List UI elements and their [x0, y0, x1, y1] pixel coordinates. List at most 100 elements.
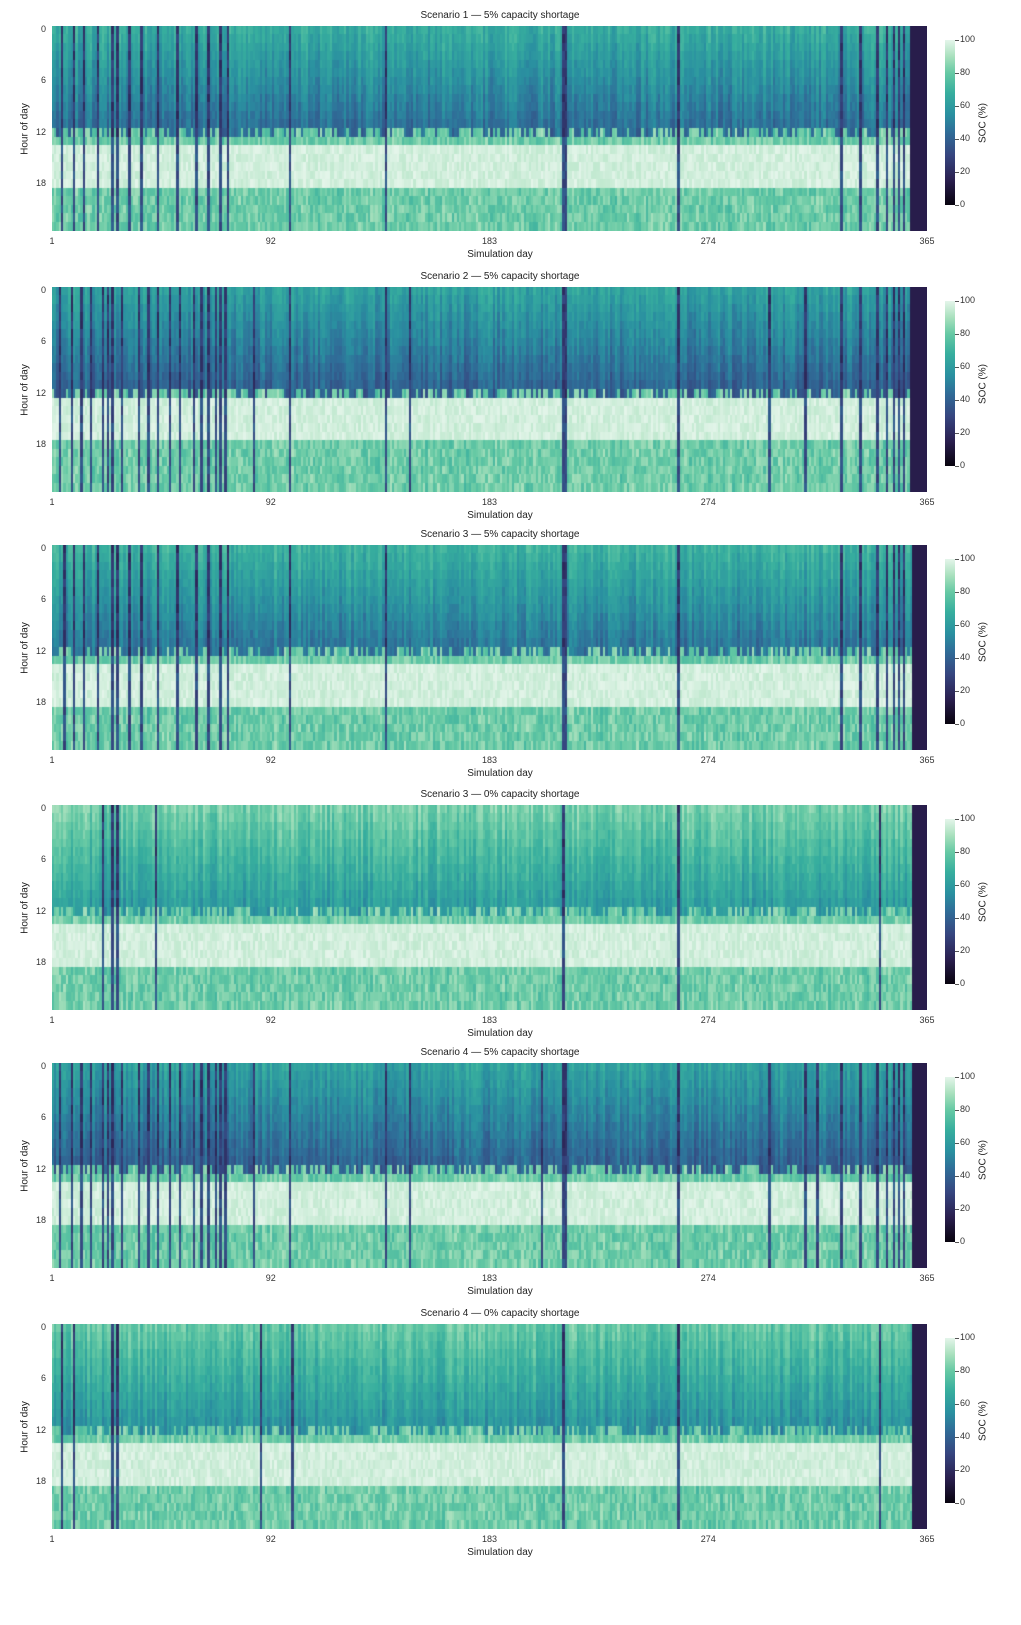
x-tick-label: 1 [49, 1273, 55, 1283]
x-tick-label: 274 [700, 755, 716, 765]
heatmap-panel: Scenario 3 — 0% capacity shortage Hour of… [0, 789, 1021, 1044]
x-tick-label: 183 [481, 1015, 498, 1025]
x-tick-label: 1 [49, 1015, 55, 1025]
heatmap-cells [52, 1324, 927, 1529]
colorbar-tick-label: 20 [954, 945, 971, 955]
x-tick-label: 92 [265, 236, 276, 246]
y-tick-label: 12 [35, 645, 46, 656]
x-tick-label: 92 [265, 1534, 276, 1544]
colorbar-tick-label: 0 [954, 978, 966, 988]
x-tick-label: 365 [919, 236, 935, 246]
x-tick-label: 92 [265, 1015, 276, 1025]
colorbar-label: SOC (%) [976, 819, 990, 984]
y-tick-label: 18 [35, 1214, 46, 1225]
heatmap-area [52, 805, 927, 1010]
y-tick-label: 12 [35, 387, 46, 398]
y-tick-label: 6 [40, 594, 46, 605]
heatmap-cells [52, 287, 927, 492]
colorbar-tick-label: 0 [954, 1236, 966, 1246]
y-tick-label: 18 [35, 177, 46, 188]
y-tick-label: 18 [35, 956, 46, 967]
colorbar-tick-label: 0 [954, 199, 966, 209]
colorbar-tick-label: 40 [954, 133, 971, 143]
heatmap-area [52, 26, 927, 231]
colorbar-tick-label: 60 [954, 879, 971, 889]
x-axis-label: Simulation day [467, 1286, 533, 1297]
y-tick-label: 6 [40, 1373, 46, 1384]
heatmap-panel: Scenario 4 — 5% capacity shortage Hour of… [0, 1047, 1021, 1302]
y-tick-label: 18 [35, 696, 46, 707]
colorbar-tick-label: 0 [954, 460, 966, 470]
chart-title: Scenario 4 — 0% capacity shortage [420, 1308, 580, 1319]
y-tick-label: 0 [40, 543, 46, 553]
y-tick-label: 6 [40, 854, 46, 865]
y-tick-label: 12 [35, 126, 46, 137]
heatmap-cells [52, 805, 927, 1010]
x-tick-label: 274 [700, 497, 716, 507]
y-tick-label: 12 [35, 1424, 46, 1435]
y-tick-label: 0 [40, 285, 46, 295]
heatmap-cells [52, 1063, 927, 1268]
x-tick-label: 92 [265, 497, 276, 507]
y-axis-label-text: Hour of day [19, 1139, 31, 1192]
colorbar-tick-label: 20 [954, 166, 971, 176]
x-tick-label: 183 [481, 1534, 498, 1544]
y-tick-label: 18 [35, 1475, 46, 1486]
colorbar-tick-label: 20 [954, 685, 971, 695]
colorbar-tick-label: 60 [954, 1137, 971, 1147]
heatmap-area [52, 1324, 927, 1529]
x-tick-label: 274 [700, 1534, 716, 1544]
chart-title: Scenario 3 — 5% capacity shortage [420, 529, 580, 540]
colorbar-tick-label: 80 [954, 328, 971, 338]
y-tick-label: 12 [35, 1163, 46, 1174]
colorbar-label-text: SOC (%) [977, 881, 989, 922]
x-tick-label: 274 [700, 1273, 716, 1283]
x-axis-label: Simulation day [467, 1028, 533, 1039]
x-axis-label: Simulation day [467, 510, 533, 521]
x-axis-label: Simulation day [467, 249, 533, 260]
colorbar-label-text: SOC (%) [977, 363, 989, 404]
colorbar-tick-label: 0 [954, 1497, 966, 1507]
colorbar-tick-label: 60 [954, 361, 971, 371]
x-axis-label: Simulation day [467, 768, 533, 779]
colorbar-label: SOC (%) [976, 1338, 990, 1503]
colorbar-tick-label: 100 [954, 553, 976, 563]
y-tick-label: 6 [40, 1112, 46, 1123]
colorbar [945, 301, 955, 466]
x-tick-label: 365 [919, 1534, 935, 1544]
x-tick-label: 183 [481, 1273, 498, 1283]
x-tick-label: 92 [265, 755, 276, 765]
colorbar [945, 1077, 955, 1242]
x-tick-label: 183 [481, 236, 498, 246]
x-tick-label: 365 [919, 1273, 935, 1283]
colorbar-label: SOC (%) [976, 559, 990, 724]
chart-title: Scenario 2 — 5% capacity shortage [420, 271, 580, 282]
x-tick-label: 274 [700, 236, 716, 246]
x-tick-label: 274 [700, 1015, 716, 1025]
colorbar-tick-label: 60 [954, 1398, 971, 1408]
heatmap-panel: Scenario 2 — 5% capacity shortage Hour of… [0, 271, 1021, 526]
x-tick-label: 365 [919, 497, 935, 507]
x-tick-label: 183 [481, 497, 498, 507]
y-tick-label: 18 [35, 438, 46, 449]
y-axis-label-text: Hour of day [19, 363, 31, 416]
y-tick-label: 12 [35, 905, 46, 916]
x-axis-label: Simulation day [467, 1547, 533, 1558]
heatmap-panel: Scenario 3 — 5% capacity shortage Hour of… [0, 529, 1021, 784]
colorbar-tick-label: 100 [954, 34, 976, 44]
colorbar-label: SOC (%) [976, 1077, 990, 1242]
colorbar-tick-label: 40 [954, 1431, 971, 1441]
colorbar-tick-label: 20 [954, 1464, 971, 1474]
y-tick-label: 6 [40, 336, 46, 347]
colorbar [945, 559, 955, 724]
x-tick-label: 1 [49, 1534, 55, 1544]
heatmap-area [52, 287, 927, 492]
colorbar-tick-label: 100 [954, 295, 976, 305]
colorbar-tick-label: 40 [954, 394, 971, 404]
colorbar-tick-label: 100 [954, 1332, 976, 1342]
y-axis-label-text: Hour of day [19, 102, 31, 155]
colorbar-tick-label: 100 [954, 1071, 976, 1081]
colorbar [945, 1338, 955, 1503]
heatmap-area [52, 1063, 927, 1268]
